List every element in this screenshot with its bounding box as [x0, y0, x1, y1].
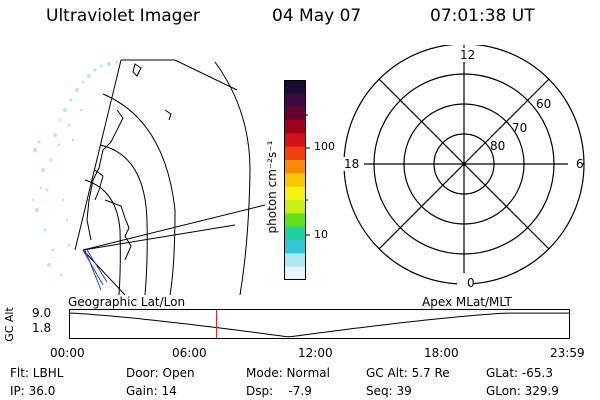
colorbar-band — [284, 93, 306, 108]
gain-status: Gain: 14 — [126, 384, 177, 398]
time-tick-06: 06:00 — [172, 346, 207, 360]
filter-status: Flt: LBHL — [10, 366, 64, 380]
colorbar-tick-100: 100 — [314, 140, 335, 153]
colorbar-band — [284, 146, 306, 161]
lat-label-70: 70 — [512, 121, 528, 135]
colorbar-unit-label: photon cm⁻²s⁻¹ — [265, 140, 279, 234]
dsp-status: Dsp: -7.9 — [246, 384, 312, 398]
door-status: Door: Open — [126, 366, 195, 380]
colorbar-band — [284, 226, 306, 241]
mlt-label-18: 18 — [344, 157, 360, 171]
colorbar-band — [284, 213, 306, 228]
apex-label: Apex MLat/MLT — [422, 295, 512, 309]
colorbar-band — [284, 106, 306, 121]
colorbar-band — [284, 173, 306, 188]
colorbar-band — [284, 200, 306, 214]
instrument-title: Ultraviolet Imager — [46, 6, 200, 26]
glon-status: GLon: 329.9 — [486, 384, 559, 398]
glat-status: GLat: -65.3 — [486, 366, 553, 380]
colorbar-band — [284, 160, 306, 174]
altitude-plot — [69, 309, 570, 339]
auroral-image-map — [31, 59, 265, 295]
time-tick-00: 00:00 — [50, 346, 85, 360]
date-label: 04 May 07 — [272, 6, 362, 26]
colorbar-band — [284, 240, 306, 254]
time-tick-12: 12:00 — [298, 346, 333, 360]
time-tick-18: 18:00 — [424, 346, 459, 360]
coastline — [86, 63, 172, 261]
seq-status: Seq: 39 — [366, 384, 412, 398]
colorbar-band — [284, 133, 306, 148]
intensity-colorbar — [284, 80, 306, 280]
colorbar-tick-10: 10 — [314, 228, 328, 241]
lat-label-80: 80 — [490, 139, 506, 153]
mlt-label-0: 0 — [467, 276, 475, 290]
colorbar-band — [284, 266, 306, 280]
colorbar-band — [284, 253, 306, 268]
gc-alt-status: GC Alt: 5.7 Re — [366, 366, 450, 380]
time-label: 07:01:38 UT — [430, 6, 535, 26]
lat-label-60: 60 — [536, 97, 552, 111]
colorbar-band — [284, 80, 306, 94]
geographic-grid — [74, 59, 265, 295]
mode-status: Mode: Normal — [246, 366, 330, 380]
geographic-label: Geographic Lat/Lon — [68, 295, 186, 309]
mlt-label-12: 12 — [460, 48, 476, 62]
alt-tick-1-8: 1.8 — [32, 321, 52, 335]
satellite-track — [82, 249, 108, 291]
colorbar-band — [284, 120, 306, 134]
ip-status: IP: 36.0 — [10, 384, 56, 398]
colorbar-band — [284, 186, 306, 201]
colorbar-ticks — [305, 114, 310, 236]
mlt-label-6: 6 — [576, 157, 584, 171]
time-tick-2359: 23:59 — [550, 346, 585, 360]
mlat-mlt-polar-plot — [342, 45, 585, 287]
aurora-speckle — [31, 60, 119, 277]
alt-tick-9: 9.0 — [32, 306, 52, 320]
